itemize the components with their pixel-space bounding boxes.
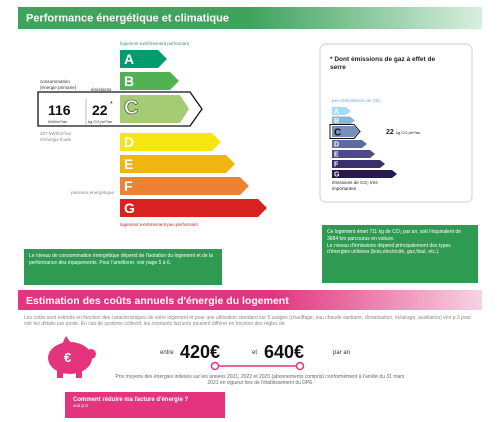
class-letter: B <box>124 73 134 89</box>
icon-symbol: € <box>64 350 71 365</box>
range-dot <box>210 361 220 371</box>
final-energy: 207 kWh/m²/an d'énergie finale <box>40 131 72 142</box>
range-dot <box>295 361 305 371</box>
ghg-unit: kg CO₂/m²/an <box>396 130 420 135</box>
ghg-bottom-note: émissions de CO₂ très importantes <box>332 180 378 191</box>
costs-title: Estimation des coûts annuels d'énergie d… <box>26 295 289 307</box>
header-bar <box>18 7 482 29</box>
ghg-letter: E <box>334 152 339 159</box>
emissions-marker: * <box>110 101 113 108</box>
costs-bar <box>18 290 482 310</box>
top-note: logement extrêmement performant <box>120 41 190 46</box>
class-letter: D <box>124 134 134 150</box>
ghg-bar <box>332 150 375 158</box>
ghg-bar <box>332 170 397 178</box>
class-bar <box>120 199 267 217</box>
emissions-unit: kg CO₂/m²/an <box>88 119 112 124</box>
class-bar <box>120 133 221 151</box>
emissions-label: émissions <box>91 87 112 92</box>
class-bar <box>120 177 249 195</box>
emissions-note-line: Le niveau d'émissions dépend principalem… <box>327 242 451 256</box>
piggy-icon: € <box>48 336 96 378</box>
consumption-value: 116 <box>48 102 71 118</box>
emissions-value: 22 <box>92 102 108 118</box>
class-bar <box>120 95 189 123</box>
class-bar <box>120 72 179 90</box>
class-letter: C <box>124 97 138 119</box>
ghg-top-note: peu d'émissions de CO₂ <box>332 98 382 103</box>
class-bar <box>120 155 235 173</box>
emissions-note-line: Ce logement émet 711 kg de CO₂ par an, s… <box>327 229 461 242</box>
class-letter: G <box>124 200 135 216</box>
ghg-value: 22 <box>386 129 394 136</box>
per-year: par an <box>333 350 350 356</box>
between: entre <box>160 350 174 356</box>
and: et <box>252 350 257 356</box>
consumption-note: Le niveau de consommation énergétique dé… <box>24 249 222 285</box>
low-cost: 420€ <box>180 342 220 362</box>
class-bar <box>120 50 167 68</box>
emissions-note: Ce logement émet 711 kg de CO₂ par an, s… <box>322 225 478 283</box>
ghg-title: * Dont émissions de gaz à effet de serre <box>330 56 436 72</box>
ghg-bar <box>332 160 385 168</box>
header-title: Performance énergétique et climatique <box>26 13 229 25</box>
ghg-letter: G <box>334 172 340 179</box>
price-note: Prix moyens des énergies indexés sur les… <box>115 374 405 387</box>
cta-title[interactable]: Comment réduire ma facture d'énergie ? <box>73 397 189 403</box>
cta-link[interactable]: voir p.3 <box>73 403 88 408</box>
ghg-bar <box>332 116 355 125</box>
ghg-bar <box>332 140 367 148</box>
high-cost: 640€ <box>264 342 304 362</box>
cta-box[interactable]: Comment réduire ma facture d'énergie ? v… <box>65 392 225 418</box>
ghg-letter: A <box>334 109 339 116</box>
ghg-bar <box>332 126 359 137</box>
ghg-letter: F <box>334 162 339 169</box>
class-letter: F <box>124 178 133 194</box>
ghg-letter: C <box>334 128 341 139</box>
ghg-bar <box>332 107 351 115</box>
class-letter: E <box>124 156 133 172</box>
costs-intro: Les coûts sont estimés en fonction des c… <box>24 315 472 328</box>
class-letter: A <box>124 51 134 67</box>
ghg-letter: D <box>334 142 339 149</box>
sieve-label: passoire énergétique <box>71 190 114 195</box>
ghg-letter: B <box>334 118 339 125</box>
consumption-unit: kWh/m²/an <box>48 119 67 124</box>
bottom-note: logement extrêmement peu performant <box>120 222 199 227</box>
consumption-label: consommation (énergie primaire) <box>40 79 77 90</box>
